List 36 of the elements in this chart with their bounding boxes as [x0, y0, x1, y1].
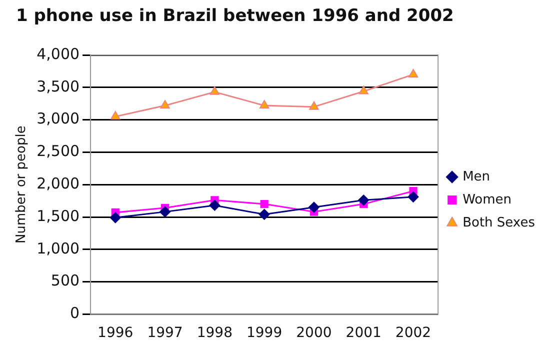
legend-label: Women [462, 192, 512, 208]
y-tick-label: 3,500 [36, 77, 80, 96]
y-tick-label: 500 [50, 272, 80, 290]
point [408, 191, 419, 202]
x-tick-label: 1997 [147, 325, 183, 342]
x-tick-label: 2002 [395, 325, 432, 342]
point [110, 111, 120, 120]
y-tick-label: 1,500 [36, 206, 80, 225]
x-tick-label: 2000 [296, 325, 332, 342]
point [210, 86, 220, 95]
point [358, 194, 370, 206]
legend-label: Men [462, 169, 490, 184]
point [260, 200, 268, 208]
x-tick-label: 1998 [196, 325, 232, 342]
x-tick-label: 1999 [246, 325, 282, 342]
point [209, 200, 220, 211]
x-tick-label: 1996 [98, 325, 134, 342]
chart-title: 1 phone use in Brazil between 1996 and 2002 [16, 6, 454, 26]
point [408, 68, 418, 78]
point [110, 212, 121, 224]
y-tick-label: 2,000 [36, 174, 80, 192]
legend-label: Both Sexes [462, 215, 536, 230]
point [259, 100, 270, 109]
point [358, 86, 368, 94]
y-tick-label: 2,500 [36, 142, 80, 160]
y-tick-label: 3,000 [36, 110, 80, 128]
point [308, 202, 320, 213]
y-tick-label: 4,000 [36, 44, 80, 63]
point [258, 208, 270, 220]
point [309, 101, 319, 110]
y-tick-label: 0 [70, 304, 80, 322]
point [160, 100, 170, 109]
y-tick-label: 1,000 [36, 239, 80, 258]
x-tick-label: 2001 [346, 325, 382, 342]
y-axis-title: Number or people [14, 126, 30, 244]
point [160, 206, 171, 218]
